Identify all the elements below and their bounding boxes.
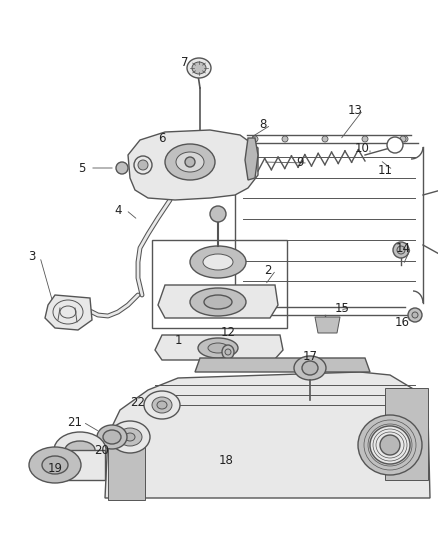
Text: 12: 12 xyxy=(220,327,236,340)
Ellipse shape xyxy=(157,401,167,409)
Text: 21: 21 xyxy=(67,416,82,429)
Ellipse shape xyxy=(198,338,238,358)
Ellipse shape xyxy=(225,349,231,355)
Ellipse shape xyxy=(294,356,326,380)
Ellipse shape xyxy=(208,343,228,353)
Polygon shape xyxy=(385,388,428,480)
Ellipse shape xyxy=(103,430,121,444)
Text: 11: 11 xyxy=(378,164,392,176)
Ellipse shape xyxy=(42,456,68,474)
Ellipse shape xyxy=(118,428,142,446)
Ellipse shape xyxy=(134,156,152,174)
Text: 9: 9 xyxy=(296,157,304,169)
Ellipse shape xyxy=(125,433,135,441)
Ellipse shape xyxy=(370,426,410,464)
Ellipse shape xyxy=(322,136,328,142)
Text: 16: 16 xyxy=(395,317,410,329)
Ellipse shape xyxy=(203,254,233,270)
Polygon shape xyxy=(105,372,430,498)
Ellipse shape xyxy=(408,308,422,322)
Ellipse shape xyxy=(54,432,106,468)
Text: 20: 20 xyxy=(95,445,110,457)
Ellipse shape xyxy=(176,152,204,172)
Ellipse shape xyxy=(110,421,150,453)
Polygon shape xyxy=(315,317,340,333)
Ellipse shape xyxy=(302,361,318,375)
Ellipse shape xyxy=(97,425,127,449)
Text: 22: 22 xyxy=(131,397,145,409)
Ellipse shape xyxy=(187,58,211,78)
Text: 18: 18 xyxy=(219,454,233,466)
Polygon shape xyxy=(245,138,258,180)
Text: 1: 1 xyxy=(174,334,182,346)
Text: 17: 17 xyxy=(303,350,318,362)
Ellipse shape xyxy=(358,415,422,475)
Text: 19: 19 xyxy=(47,462,63,474)
Ellipse shape xyxy=(192,62,206,74)
Ellipse shape xyxy=(65,441,95,459)
Text: 4: 4 xyxy=(114,204,122,216)
Ellipse shape xyxy=(190,288,246,316)
Ellipse shape xyxy=(204,295,232,309)
Polygon shape xyxy=(45,295,92,330)
Ellipse shape xyxy=(400,136,406,142)
Text: 8: 8 xyxy=(259,118,267,132)
Ellipse shape xyxy=(116,162,128,174)
Ellipse shape xyxy=(393,242,409,258)
Polygon shape xyxy=(108,440,145,500)
Ellipse shape xyxy=(185,157,195,167)
Polygon shape xyxy=(158,285,278,318)
Text: 3: 3 xyxy=(28,251,35,263)
Text: 13: 13 xyxy=(348,103,362,117)
Ellipse shape xyxy=(387,137,403,153)
Ellipse shape xyxy=(362,136,368,142)
Text: 6: 6 xyxy=(158,132,166,144)
Ellipse shape xyxy=(252,136,258,142)
Text: 7: 7 xyxy=(181,55,189,69)
Ellipse shape xyxy=(190,246,246,278)
Ellipse shape xyxy=(29,447,81,483)
Text: 5: 5 xyxy=(78,161,86,174)
Ellipse shape xyxy=(380,435,400,455)
Ellipse shape xyxy=(138,160,148,170)
Ellipse shape xyxy=(397,246,405,254)
Bar xyxy=(55,450,105,480)
Ellipse shape xyxy=(402,136,408,142)
Ellipse shape xyxy=(210,206,226,222)
Bar xyxy=(152,240,287,328)
Ellipse shape xyxy=(222,345,234,359)
Polygon shape xyxy=(128,130,258,200)
Text: 10: 10 xyxy=(355,141,369,155)
Text: 2: 2 xyxy=(264,263,272,277)
Polygon shape xyxy=(195,358,370,372)
Polygon shape xyxy=(155,335,283,360)
Ellipse shape xyxy=(152,397,172,413)
Text: 15: 15 xyxy=(335,302,350,314)
Ellipse shape xyxy=(282,136,288,142)
Ellipse shape xyxy=(412,312,418,318)
Ellipse shape xyxy=(144,391,180,419)
Ellipse shape xyxy=(165,144,215,180)
Text: 14: 14 xyxy=(396,241,410,254)
